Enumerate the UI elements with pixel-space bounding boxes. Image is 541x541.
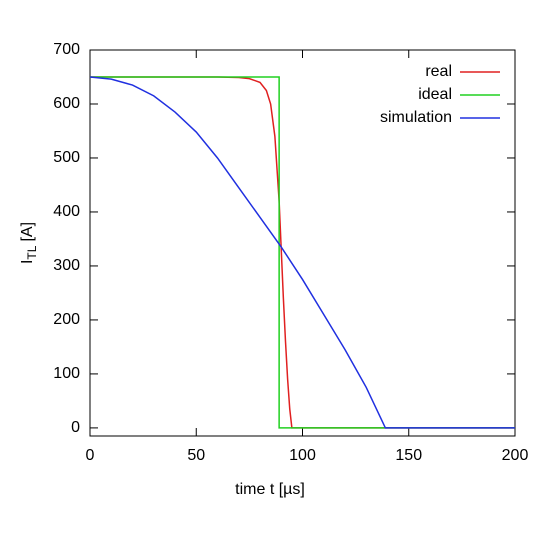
y-label-sub: TL: [25, 245, 39, 259]
y-label-unit: [A]: [19, 222, 36, 242]
x-axis-label: time t [µs]: [235, 481, 305, 498]
y-label-main: I: [19, 260, 36, 264]
x-tick-label: 200: [502, 447, 529, 464]
legend-label: real: [425, 63, 452, 80]
legend-label: simulation: [380, 109, 452, 126]
y-tick-label: 100: [53, 365, 80, 382]
legend-label: ideal: [418, 86, 452, 103]
plot-frame: [89, 49, 516, 437]
x-tick-label: 100: [289, 447, 316, 464]
y-tick-label: 500: [53, 149, 80, 166]
series-line: [90, 76, 515, 429]
y-tick-label: 200: [53, 311, 80, 328]
y-axis-label: ITL [A]: [19, 222, 39, 264]
y-tick-label: 0: [71, 419, 80, 436]
y-tick-label: 300: [53, 257, 80, 274]
x-tick-label: 150: [395, 447, 422, 464]
x-tick-label: 50: [187, 447, 205, 464]
series-line: [89, 76, 515, 429]
y-tick-label: 700: [53, 41, 80, 58]
y-tick-label: 400: [53, 203, 80, 220]
x-tick-label: 0: [86, 447, 95, 464]
series-line: [90, 76, 515, 429]
y-tick-label: 600: [53, 95, 80, 112]
